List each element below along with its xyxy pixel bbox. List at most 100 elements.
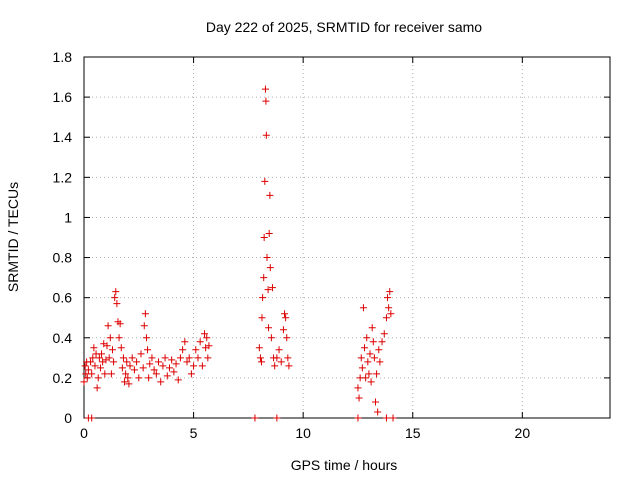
data-point: [386, 288, 394, 296]
data-point: [141, 310, 149, 318]
data-point: [384, 294, 392, 302]
data-point: [375, 346, 383, 354]
data-point: [107, 370, 115, 378]
data-point: [285, 362, 293, 370]
data-point: [81, 362, 89, 370]
data-point: [368, 324, 376, 332]
data-point: [165, 364, 173, 372]
x-tick-label: 10: [295, 425, 311, 441]
data-point: [259, 294, 267, 302]
data-point: [139, 364, 147, 372]
data-point: [90, 344, 98, 352]
data-point: [374, 408, 382, 416]
zero-marker-point: [273, 414, 281, 422]
data-point: [378, 338, 386, 346]
data-point: [125, 380, 133, 388]
data-point: [282, 314, 290, 322]
data-point: [277, 358, 285, 366]
data-point: [93, 384, 101, 392]
data-point: [387, 310, 395, 318]
data-point: [142, 334, 150, 342]
data-point: [95, 354, 103, 362]
data-point: [273, 354, 281, 362]
data-point: [258, 314, 266, 322]
data-point: [260, 234, 268, 241]
axis-ticks: [83, 56, 610, 419]
y-axis-label: SRMTID / TECUs: [5, 182, 21, 292]
data-point: [373, 370, 381, 378]
y-tick-labels: 0 0.2 0.4 0.6 0.8 1 1.2 1.4 1.6 1.8: [53, 49, 73, 426]
data-point: [123, 358, 131, 366]
data-point: [82, 370, 90, 378]
chart-title: Day 222 of 2025, SRMTID for receiver sam…: [206, 19, 482, 35]
data-point: [190, 362, 198, 370]
data-point: [261, 177, 269, 185]
data-point: [258, 358, 266, 366]
data-points: [80, 85, 397, 422]
data-point: [201, 330, 209, 338]
data-point: [112, 288, 120, 296]
data-point: [255, 344, 263, 352]
data-point: [130, 366, 138, 374]
data-point: [146, 360, 154, 368]
data-point: [126, 362, 134, 370]
data-point: [263, 254, 271, 262]
data-point: [170, 368, 178, 376]
data-point: [198, 362, 206, 370]
y-tick-label: 1.2: [53, 169, 73, 185]
data-point: [366, 350, 374, 358]
data-point: [266, 264, 274, 272]
y-tick-label: 1.4: [53, 129, 73, 145]
data-point: [140, 322, 148, 330]
data-point: [385, 304, 393, 312]
data-point: [105, 354, 113, 362]
data-point: [172, 360, 180, 368]
data-point: [382, 314, 390, 322]
data-point: [113, 300, 121, 308]
data-point: [89, 354, 97, 362]
plot-frame: [83, 56, 611, 419]
data-point: [84, 366, 92, 374]
data-point: [119, 354, 127, 362]
data-point: [135, 374, 143, 382]
data-point: [150, 366, 158, 374]
x-tick-label: 5: [190, 425, 198, 441]
data-point: [108, 346, 116, 354]
data-point: [116, 320, 124, 328]
data-point: [187, 370, 195, 378]
data-point: [87, 358, 95, 366]
data-point: [181, 338, 189, 346]
x-axis-label: GPS time / hours: [291, 457, 398, 473]
data-point: [264, 286, 272, 294]
zero-marker-point: [88, 414, 96, 422]
data-point: [128, 354, 136, 362]
data-point: [364, 358, 372, 366]
data-point: [265, 229, 273, 237]
data-point: [145, 374, 153, 382]
y-tick-label: 0.6: [53, 290, 73, 306]
data-point: [261, 85, 269, 93]
data-point: [118, 364, 126, 372]
data-point: [262, 131, 270, 139]
data-point: [161, 354, 169, 362]
data-point: [121, 378, 129, 386]
data-point: [103, 342, 111, 350]
data-point: [88, 370, 96, 378]
data-point: [268, 284, 276, 292]
data-point: [196, 338, 204, 346]
data-point: [281, 310, 289, 318]
data-point: [354, 384, 362, 392]
data-point: [204, 354, 212, 362]
data-point: [362, 374, 370, 382]
data-point: [176, 354, 184, 362]
data-point: [159, 362, 167, 370]
data-point: [271, 362, 279, 370]
data-point: [192, 346, 200, 354]
data-point: [80, 378, 88, 386]
data-point: [117, 344, 125, 352]
y-tick-label: 0.8: [53, 250, 73, 266]
data-point: [168, 356, 176, 364]
data-point: [122, 370, 130, 378]
